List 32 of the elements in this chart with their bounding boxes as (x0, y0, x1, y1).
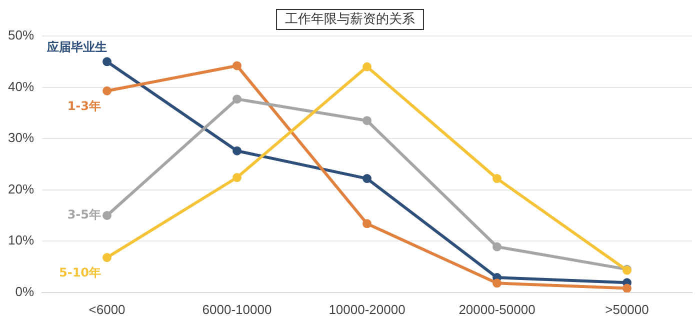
y-tick-label: 20% (8, 181, 34, 196)
series-label: 3-5年 (67, 208, 102, 222)
chart-title: 工作年限与薪资的关系 (276, 9, 424, 30)
y-tick-label: 40% (8, 78, 34, 94)
point (232, 173, 242, 182)
series-label: 5-10年 (58, 266, 102, 280)
series-label: 1-3年 (67, 98, 102, 113)
point (232, 61, 242, 70)
point (492, 242, 502, 252)
x-tick-label: <6000 (88, 302, 126, 317)
y-tick-label: 50% (8, 28, 34, 43)
point (102, 57, 112, 66)
x-tick-label: 10000-20000 (328, 302, 406, 317)
y-tick-label: 0% (15, 284, 34, 299)
x-tick-label: 20000-50000 (458, 302, 536, 317)
point (622, 284, 632, 292)
point (492, 174, 502, 184)
point (102, 210, 112, 220)
point (232, 146, 242, 156)
point (102, 253, 112, 262)
x-tick-label: 6000-10000 (202, 302, 272, 317)
point (362, 219, 372, 228)
x-tick-label: >50000 (605, 302, 649, 317)
point (362, 174, 372, 184)
point (362, 116, 372, 126)
point (232, 94, 242, 104)
series-label: 应届毕业生 (46, 40, 108, 54)
y-tick-label: 10% (8, 232, 34, 248)
y-tick-label: 30% (8, 130, 34, 146)
point (102, 86, 112, 96)
point (362, 62, 372, 72)
point (492, 278, 502, 288)
